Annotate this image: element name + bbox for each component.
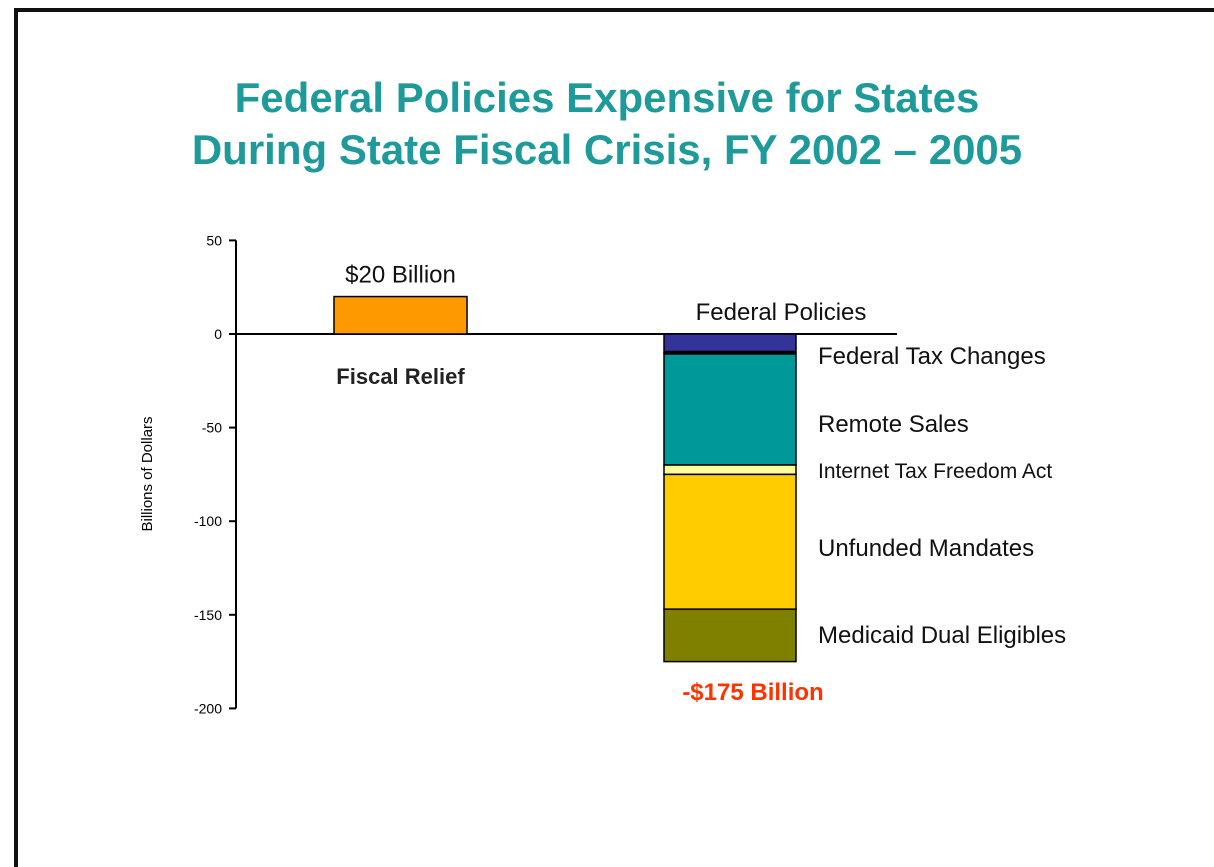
segment-label-remote-sales: Remote Sales [818,411,969,438]
segment-label-internet-tax-freedom-act: Internet Tax Freedom Act [818,460,1052,483]
category-label-fiscal-relief: Fiscal Relief [336,364,465,389]
chart-title: Federal Policies Expensive for States Du… [0,72,1214,176]
chart-title-line-1: Federal Policies Expensive for States [234,74,980,121]
y-tick-label: -150 [194,607,222,623]
category-label-federal-policies: Federal Policies [696,299,867,326]
y-tick-label: -50 [202,420,222,436]
chart-title-line-2: During State Fiscal Crisis, FY 2002 – 20… [191,126,1023,173]
slide-frame [14,8,1214,867]
segment-label-federal-tax-changes: Federal Tax Changes [818,343,1046,370]
y-tick-label: -200 [194,700,222,716]
bar-labels: $20 Billion Fiscal Relief Federal Tax Chan… [336,262,1066,706]
y-tick-label: 0 [214,326,222,342]
bar-segment-remote-sales [663,351,797,466]
segment-label-unfunded-mandates: Unfunded Mandates [818,535,1034,562]
y-tick-label: 50 [206,232,222,248]
y-tick-label: -100 [194,513,222,529]
bar-value-label-fiscal-relief: $20 Billion [345,262,456,289]
bar-fiscal-relief [333,295,468,335]
y-axis-label: Billions of Dollars [139,416,156,531]
bar-segment-internet-tax-freedom-act [663,464,797,476]
bar-segment-unfunded-mandates [663,473,797,610]
bar-segment-federal-tax-changes [663,333,797,354]
bars [333,295,797,663]
bar-segment-medicaid-dual-eligibles [663,608,797,663]
bar-total-label-federal-policies: -$175 Billion [682,679,823,706]
segment-label-medicaid-dual-eligibles: Medicaid Dual Eligibles [818,622,1066,649]
